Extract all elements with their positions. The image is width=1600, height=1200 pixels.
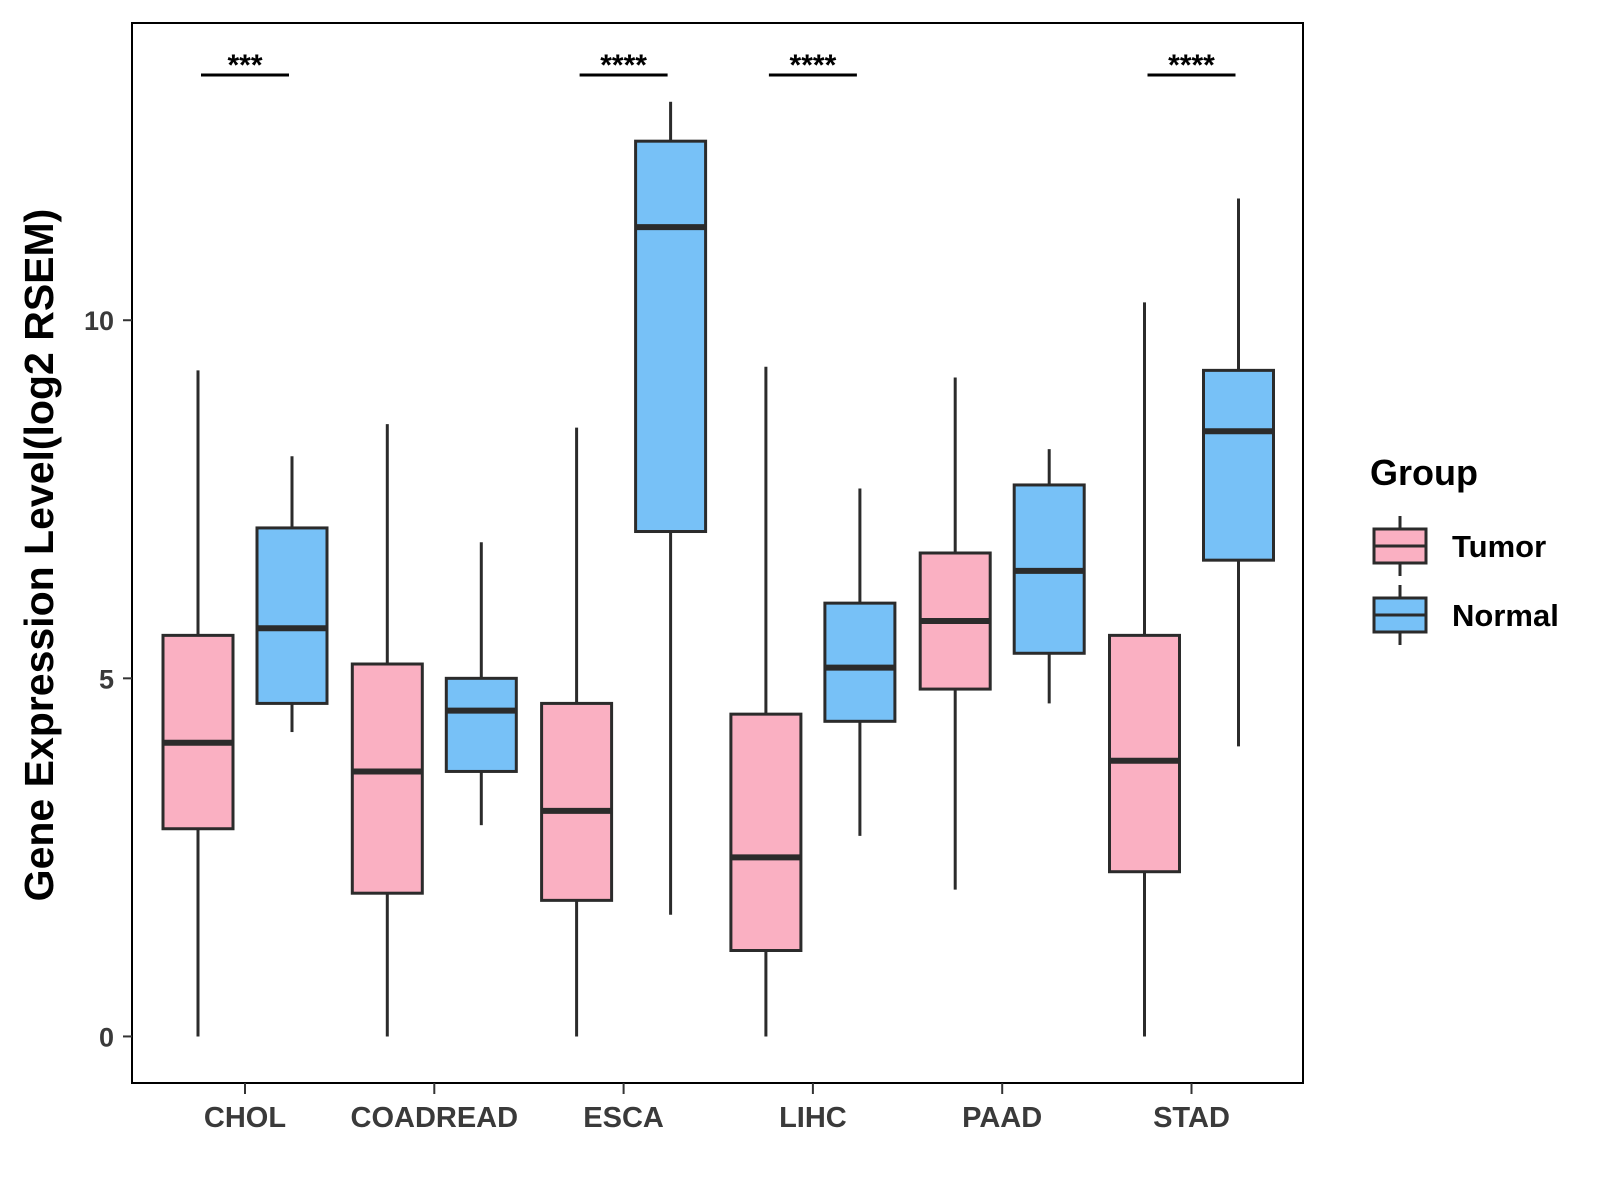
box-tumor-lihc <box>729 366 803 1037</box>
significance-stad: **** <box>1147 49 1236 82</box>
legend-title: Group <box>1370 452 1478 493</box>
box-tumor-coadread <box>350 424 424 1037</box>
significance-lihc: **** <box>768 49 857 82</box>
significance-label: **** <box>790 49 837 82</box>
y-tick-label: 0 <box>99 1022 114 1052</box>
box-normal-chol <box>255 456 329 733</box>
x-axis: CHOL COADREAD ESCA LIHC PAAD STAD <box>204 1083 1230 1134</box>
legend-label: Normal <box>1452 598 1559 633</box>
box-normal-esca <box>634 101 708 915</box>
x-tick-label-stad: STAD <box>1153 1102 1230 1134</box>
significance-label: *** <box>227 49 262 82</box>
y-tick-label: 5 <box>99 664 114 694</box>
legend: Group Tumor Normal <box>1370 452 1559 645</box>
significance-label: **** <box>600 49 647 82</box>
significance-chol: *** <box>201 49 289 82</box>
x-tick-label-lihc: LIHC <box>779 1102 847 1134</box>
box-tumor-paad <box>918 377 992 890</box>
x-tick-label-coadread: COADREAD <box>351 1102 519 1134</box>
box-body <box>634 139 708 534</box>
y-axis-title: Gene Expression Level(log2 RSEM) <box>16 209 62 902</box>
box-tumor-chol <box>161 370 235 1037</box>
box-normal-lihc <box>823 488 897 836</box>
box-body <box>161 633 235 831</box>
box-body <box>823 601 897 723</box>
plot-marks: *** **** **** **** <box>161 49 1275 1037</box>
significance-label: **** <box>1168 49 1215 82</box>
box-body <box>255 526 329 705</box>
x-tick-label-esca: ESCA <box>583 1102 664 1134</box>
legend-entry-normal: Normal <box>1372 585 1559 645</box>
legend-entry-tumor: Tumor <box>1372 516 1546 576</box>
x-tick-label-paad: PAAD <box>962 1102 1042 1134</box>
box-body <box>540 701 614 902</box>
y-axis: 0 5 10 <box>84 306 132 1052</box>
significance-esca: **** <box>579 49 668 82</box>
box-body <box>1202 368 1275 562</box>
y-tick-label: 10 <box>84 306 114 336</box>
box-normal-paad <box>1012 449 1086 704</box>
box-tumor-esca <box>540 427 614 1037</box>
x-tick-label-chol: CHOL <box>204 1102 286 1134</box>
box-body <box>350 662 424 895</box>
box-body <box>444 676 518 773</box>
box-tumor-stad <box>1108 302 1181 1037</box>
legend-label: Tumor <box>1452 529 1546 564</box>
box-body <box>1108 633 1181 874</box>
box-normal-stad <box>1202 198 1275 747</box>
box-normal-coadread <box>444 542 518 826</box>
box-body <box>729 712 803 952</box>
